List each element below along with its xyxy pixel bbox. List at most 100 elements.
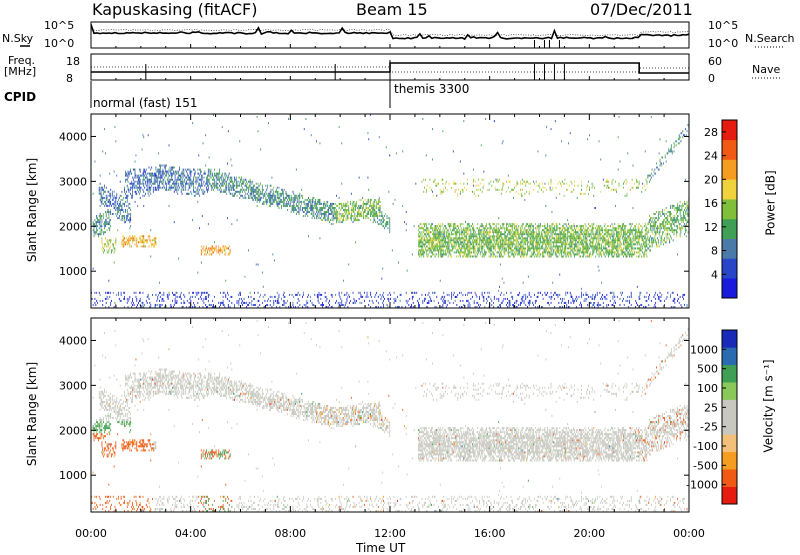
power-cell-256 [112,249,113,251]
power-cell-3028 [426,189,427,191]
power-cell-3801 [477,185,478,187]
power-cell-1697 [248,181,249,183]
power-cell-4348 [512,245,513,247]
power-cell-1866 [270,203,271,205]
power-cell-2876 [406,211,407,213]
power-cell-3482 [456,304,457,306]
power-cell-2169 [307,199,308,201]
power-cell-1268 [204,177,205,179]
power-cell-355 [122,215,123,217]
power-cell-2114 [300,209,301,211]
power-cell-4155 [500,245,501,247]
power-cell-873 [162,181,163,183]
power-cell-2597 [359,199,360,201]
power-cell-3089 [431,300,432,302]
power-cell-2622 [362,197,363,199]
power-cell-1192 [197,302,198,304]
power-cell-452 [128,177,129,179]
power-cell-1030 [178,183,179,185]
power-cell-580 [138,241,139,243]
power-cell-1652 [242,191,243,193]
power-cell-1304 [207,191,208,193]
power-cell-1614 [237,181,238,183]
power-cell-1000 [175,175,176,177]
power-cell-107 [102,187,103,189]
power-cell-3255 [441,247,442,249]
power-cell-3003 [425,249,426,251]
power-cell-1761 [256,189,257,191]
power-cell-4082 [496,229,497,231]
power-cell-4548 [524,249,525,251]
power-cell-164 [106,223,107,225]
power-cell-4852 [545,251,546,253]
power-cell-4189 [502,233,503,235]
power-cell-4905 [547,229,548,231]
power-cell-1373 [213,251,214,253]
power-cell-295 [115,213,116,215]
power-cell-1780 [258,191,259,193]
power-cell-2227 [315,203,316,205]
power-cell-76 [100,183,101,185]
power-cell-573 [137,189,138,191]
power-cell-1990 [284,205,285,207]
power-cell-485 [130,217,131,219]
power-cell-1880 [271,189,272,191]
power-cell-1884 [272,203,273,205]
power-cell-3785 [476,239,477,241]
power-cell-4862 [545,225,546,227]
power-cell-186 [107,205,108,207]
power-cell-132 [104,245,105,247]
power-cell-4469 [520,247,521,249]
power-cell-114 [102,197,103,199]
power-cell-1482 [224,304,225,306]
power-cell-3978 [489,247,490,249]
power-cell-4642 [530,225,531,227]
power-cell-1930 [277,195,278,197]
power-cell-4725 [536,247,537,249]
power-cell-914 [166,173,167,175]
power-cell-4462 [519,237,520,239]
power-cell-2313 [325,215,326,217]
power-cell-1701 [249,185,250,187]
power-cell-208 [108,227,109,229]
power-cell-964 [172,300,173,302]
power-cell-4409 [516,233,517,235]
power-cell-2035 [291,199,292,201]
power-cell-4126 [498,231,499,233]
power-cell-1256 [203,247,204,249]
power-cell-3278 [442,300,443,302]
power-cell-440 [128,243,129,245]
power-cell-3554 [461,241,462,243]
power-cell-44 [97,221,98,223]
power-cell-2553 [354,209,355,211]
power-cell-4321 [511,243,512,245]
power-cell-1502 [225,294,226,296]
power-cell-753 [151,177,152,179]
power-cell-4524 [523,251,524,253]
power-cell-465 [129,173,130,175]
power-cell-2343 [328,213,329,215]
power-cell-2664 [368,304,369,306]
power-cell-4526 [523,247,524,249]
power-cell-2002 [286,203,287,205]
power-cell-4501 [522,296,523,298]
power-cell-39 [96,215,97,217]
power-cell-1600 [236,187,237,189]
power-cell-1568 [231,296,232,298]
power-cell-1385 [214,241,215,243]
power-cell-1115 [188,175,189,177]
power-cell-1938 [278,203,279,205]
power-cell-1640 [240,179,241,181]
power-cell-1098 [186,193,187,195]
power-cell-2814 [385,223,386,225]
power-cell-88 [101,195,102,197]
power-cell-1594 [234,179,235,181]
power-cell-3867 [482,256,483,258]
power-cell-1656 [243,302,244,304]
power-cell-4379 [514,239,515,241]
power-cell-213 [108,213,109,215]
power-cell-2411 [336,195,337,197]
power-cell-3519 [459,292,460,294]
power-cell-1669 [245,195,246,197]
power-cell-4920 [548,183,549,185]
